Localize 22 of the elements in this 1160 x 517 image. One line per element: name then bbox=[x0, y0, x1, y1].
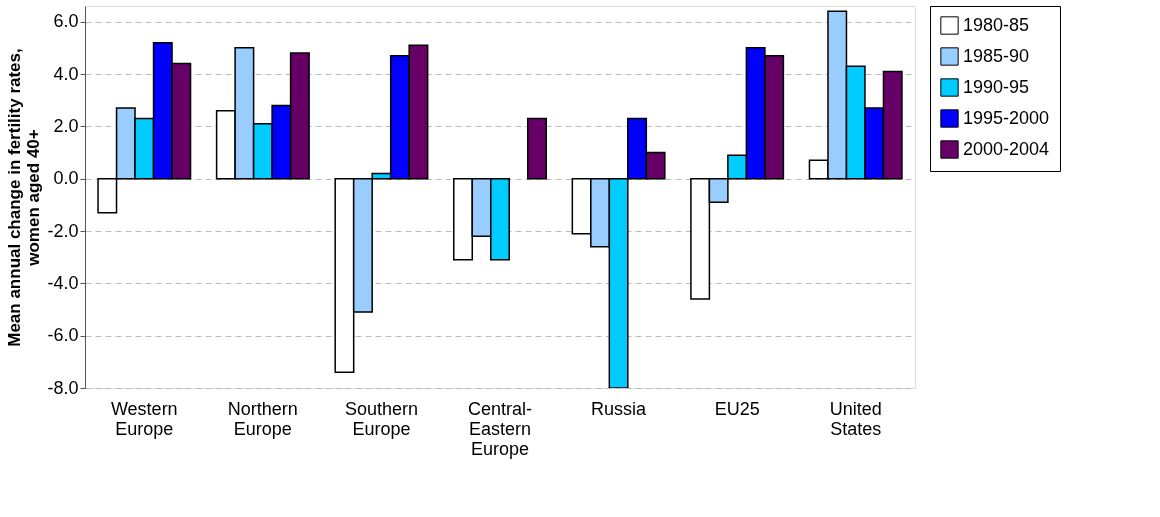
y-tick-label: -2.0 bbox=[47, 220, 79, 241]
y-tick-label: 2.0 bbox=[53, 115, 79, 136]
x-tick-label: Southern Europe bbox=[344, 398, 418, 439]
x-tick-label: Russia bbox=[591, 398, 648, 419]
x-tick-label: Northern Europe bbox=[227, 398, 298, 439]
x-tick-label: Central-Eastern Europe bbox=[467, 398, 533, 459]
x-tick-label: Western Europe bbox=[110, 398, 178, 439]
y-axis-title: Mean annual change in fertility rates, women aged 40+ bbox=[5, 48, 44, 347]
y-tick-label: -8.0 bbox=[47, 377, 79, 398]
legend-label: 1985-90 bbox=[963, 45, 1030, 66]
legend-label: 1995-2000 bbox=[963, 107, 1050, 128]
y-tick-label: 6.0 bbox=[53, 11, 79, 32]
bar bbox=[527, 117, 547, 180]
y-tick-label: 4.0 bbox=[53, 63, 79, 84]
legend-label: 1990-95 bbox=[963, 76, 1030, 97]
y-tick-label: -6.0 bbox=[47, 325, 79, 346]
x-tick-label: EU25 bbox=[714, 398, 760, 419]
y-tick-label: -4.0 bbox=[47, 272, 79, 293]
legend-label: 2000-2004 bbox=[963, 138, 1050, 159]
legend-label: 1980-85 bbox=[963, 14, 1030, 35]
x-tick-label: United States bbox=[829, 398, 882, 439]
y-tick-label: 0.0 bbox=[53, 168, 79, 189]
